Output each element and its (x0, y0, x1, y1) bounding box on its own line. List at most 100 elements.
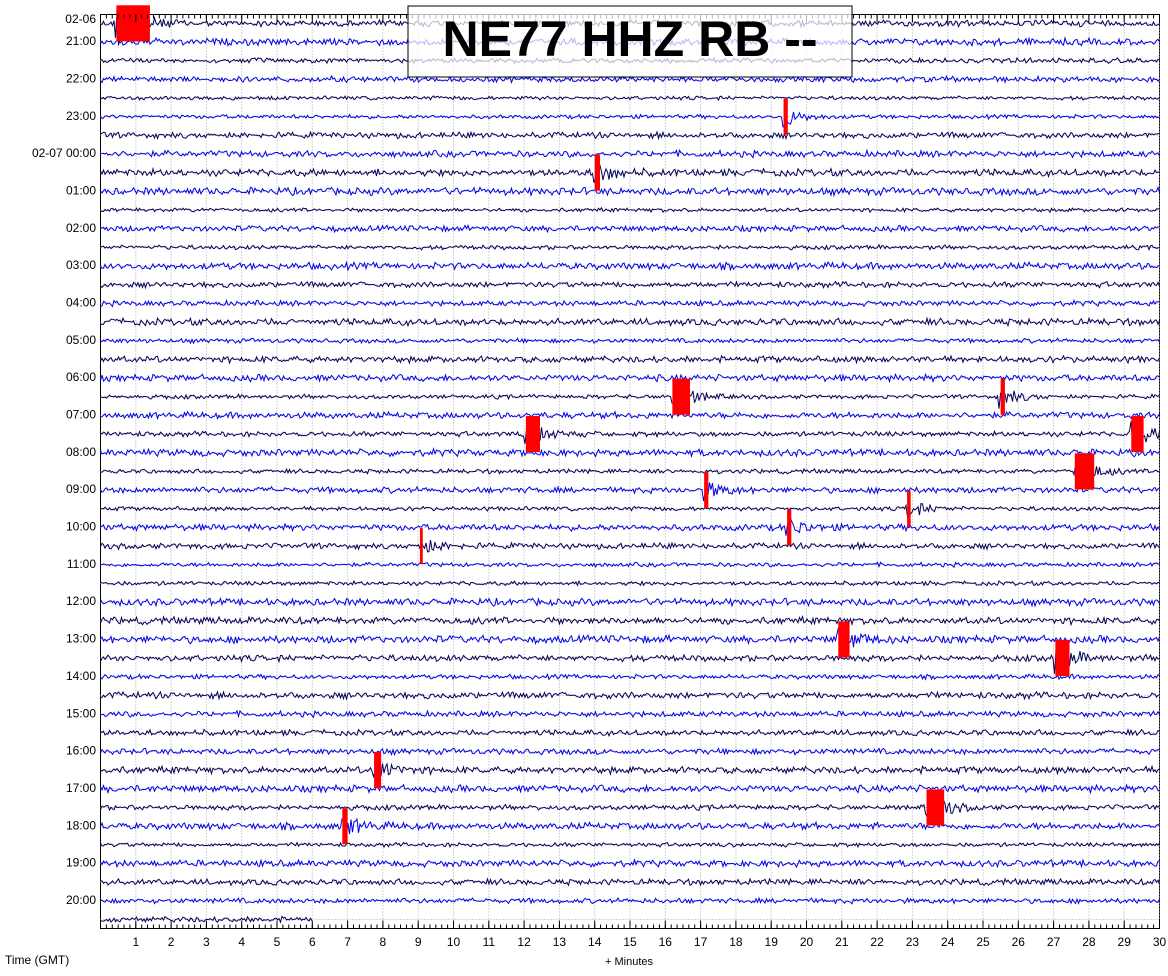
x-tick-label: 5 (274, 935, 281, 949)
x-tick-label: 2 (168, 935, 175, 949)
trace (100, 224, 1160, 234)
x-tick-label: 1 (132, 935, 139, 949)
clipped-event (907, 490, 911, 527)
y-axis-label: Time (GMT) (5, 953, 69, 967)
trace (100, 447, 1160, 458)
trace (100, 206, 1160, 214)
clipped-event (374, 752, 382, 789)
x-tick-label: 10 (447, 935, 461, 949)
trace (100, 783, 1160, 795)
y-tick-label: 06:00 (66, 370, 96, 384)
x-tick-label: 11 (483, 935, 496, 949)
y-tick-label: 02-06 (65, 12, 96, 26)
x-tick-label: 23 (906, 935, 920, 949)
trace (100, 95, 1160, 102)
x-tick-label: 7 (344, 935, 351, 949)
x-tick-label: 9 (415, 935, 422, 949)
clipped-event (926, 789, 945, 826)
trace (100, 673, 1160, 681)
y-tick-label: 15:00 (66, 706, 96, 720)
x-tick-label: 21 (835, 935, 849, 949)
x-tick-label: 27 (1047, 935, 1061, 949)
clipped-event (1055, 640, 1070, 677)
trace (100, 690, 1160, 701)
y-tick-label: 04:00 (66, 296, 96, 310)
y-tick-label: 05:00 (66, 333, 96, 347)
y-tick-label: 19:00 (66, 856, 96, 870)
chart-title: NE77 HHZ RB -- (442, 11, 817, 67)
x-tick-label: 17 (694, 935, 708, 949)
trace (100, 561, 1160, 569)
trace (100, 280, 1160, 290)
y-tick-label: 17:00 (66, 781, 96, 795)
x-tick-label: 18 (729, 935, 743, 949)
x-tick-label: 8 (380, 935, 387, 949)
y-tick-label: 22:00 (66, 71, 96, 85)
trace (100, 728, 1160, 738)
x-tick-label: 12 (517, 935, 531, 949)
trace (100, 337, 1160, 345)
trace (100, 260, 1160, 272)
y-tick-label: 18:00 (66, 818, 96, 832)
trace (100, 388, 1160, 409)
x-axis-label: + Minutes (605, 956, 653, 968)
y-tick-label: 13:00 (66, 632, 96, 646)
trace (100, 627, 1160, 654)
y-tick-label: 09:00 (66, 482, 96, 496)
trace (100, 644, 1160, 674)
title-box (407, 5, 853, 78)
trace (100, 793, 1160, 822)
x-tick-label: 25 (976, 935, 990, 949)
trace (100, 761, 1160, 779)
clipped-event (419, 528, 423, 565)
trace (100, 615, 1160, 627)
trace (100, 111, 1160, 129)
y-tick-label: 21:00 (66, 34, 96, 48)
trace (100, 148, 1160, 159)
y-tick-label: 02:00 (66, 221, 96, 235)
trace (100, 858, 1160, 869)
trace (100, 454, 1160, 481)
axes: 1 2 3 4 5 6 7 8 9 10 11 12 13 14 15 16 17 18 19 20 21 22 23 24 2… (32, 12, 1167, 949)
x-tick-label: 20 (800, 935, 814, 949)
y-tick-label: 20:00 (66, 893, 96, 907)
x-tick-label: 6 (309, 935, 316, 949)
traces (100, 9, 1160, 924)
y-tick-label: 08:00 (66, 445, 96, 459)
clipped-event (525, 416, 540, 453)
clipped-event (594, 154, 600, 191)
x-tick-label: 4 (238, 935, 245, 949)
clipped-event (787, 509, 792, 546)
trace (100, 479, 1160, 502)
x-tick-label: 19 (765, 935, 779, 949)
x-tick-label: 13 (553, 935, 567, 949)
x-tick-label: 26 (1012, 935, 1026, 949)
trace (100, 372, 1160, 384)
y-tick-label: 16:00 (66, 744, 96, 758)
clipped-event (342, 808, 348, 845)
trace (100, 354, 1160, 365)
x-tick-label: 29 (1118, 935, 1132, 949)
trace (100, 709, 1160, 719)
y-tick-label: 23:00 (66, 109, 96, 123)
clipped-event (1000, 378, 1005, 415)
y-tick-label: 14:00 (66, 669, 96, 683)
y-tick-label: 01:00 (66, 184, 96, 198)
y-tick-label: 02-07 00:00 (32, 146, 96, 160)
trace (100, 243, 1160, 251)
y-tick-label: 03:00 (66, 258, 96, 272)
trace (100, 419, 1160, 448)
trace (100, 130, 1160, 141)
clipped-event (1131, 416, 1144, 453)
trace (100, 518, 1160, 536)
trace (100, 747, 1160, 757)
trace (100, 502, 1160, 518)
x-tick-label: 3 (203, 935, 210, 949)
x-tick-label: 14 (588, 935, 602, 949)
y-tick-label: 10:00 (66, 520, 96, 534)
trace (100, 596, 1160, 608)
x-tick-label: 15 (623, 935, 637, 949)
y-tick-label: 11:00 (67, 557, 96, 571)
clipped-event (838, 621, 850, 658)
